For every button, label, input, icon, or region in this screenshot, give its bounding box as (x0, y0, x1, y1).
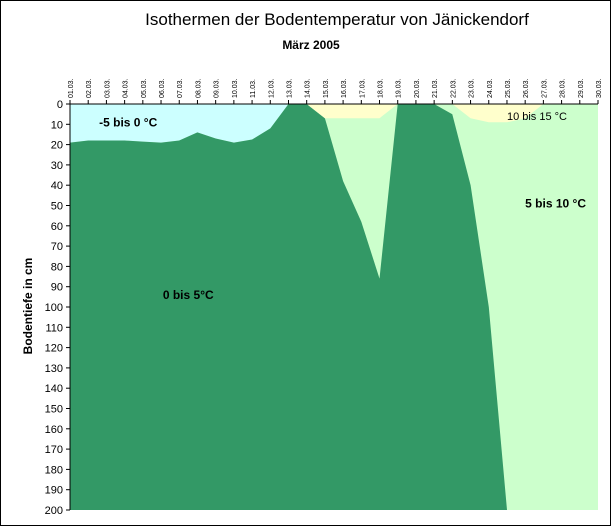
x-tick-label: 02.03. (86, 78, 93, 98)
region-label: -5 bis 0 °C (99, 115, 157, 129)
y-tick-label: 190 (45, 485, 63, 497)
y-tick-label: 200 (45, 505, 63, 517)
y-axis-label: Bodentiefe in cm (21, 258, 35, 355)
x-tick-label: 19.03. (396, 78, 403, 98)
y-tick-label: 40 (51, 180, 63, 192)
x-tick-label: 01.03. (68, 78, 75, 98)
series-area-0 (70, 104, 289, 143)
y-tick-label: 130 (45, 363, 63, 375)
x-tick-label: 18.03. (378, 78, 385, 98)
y-tick-label: 90 (51, 282, 63, 294)
x-tick-label: 30.03. (596, 78, 603, 98)
x-tick-label: 10.03. (232, 78, 239, 98)
series-area-3 (452, 104, 544, 123)
x-tick-label: 25.03. (505, 78, 512, 98)
y-tick-label: 70 (51, 241, 63, 253)
y-tick-label: 50 (51, 201, 63, 213)
x-tick-label: 23.03. (469, 78, 476, 98)
series-area-1 (70, 104, 507, 510)
chart-title: Isothermen der Bodentemperatur von Jänic… (145, 10, 529, 29)
region-label: 0 bis 5°C (163, 288, 214, 302)
axes: 0 10 20 30 40 50 60 70 80 90 100 110 120 130 140 150 160… (45, 78, 603, 517)
x-tick-label: 09.03. (214, 78, 221, 98)
y-tick-label: 140 (45, 383, 63, 395)
x-tick-label: 08.03. (195, 78, 202, 98)
y-tick-label: 100 (45, 302, 63, 314)
x-tick-label: 20.03. (414, 78, 421, 98)
x-tick-label: 16.03. (341, 78, 348, 98)
x-tick-label: 06.03. (159, 78, 166, 98)
x-tick-label: 05.03. (141, 78, 148, 98)
x-tick-label: 07.03. (177, 78, 184, 98)
y-tick-label: 10 (51, 119, 63, 131)
series-area-2 (306, 104, 398, 119)
x-tick-label: 22.03. (450, 78, 457, 98)
x-tick-label: 29.03. (578, 78, 585, 98)
x-tick-label: 13.03. (286, 78, 293, 98)
y-tick-label: 150 (45, 404, 63, 416)
x-tick-label: 17.03. (359, 78, 366, 98)
y-tick-label: 80 (51, 261, 63, 273)
x-tick-label: 26.03. (523, 78, 530, 98)
region-labels: -5 bis 0 °C 0 bis 5°C 5 bis 10 °C 10 bis 15… (99, 111, 586, 302)
x-tick-label: 24.03. (487, 78, 494, 98)
y-tick-label: 110 (45, 322, 63, 334)
region-label: 5 bis 10 °C (525, 196, 586, 210)
x-tick-label: 21.03. (432, 78, 439, 98)
x-tick-label: 11.03. (250, 79, 257, 98)
y-tick-label: 20 (51, 140, 63, 152)
y-tick-label: 170 (45, 444, 63, 456)
y-tick-label: 180 (45, 464, 63, 476)
y-tick-label: 0 (57, 99, 63, 111)
x-tick-label: 03.03. (104, 78, 111, 98)
x-tick-label: 04.03. (123, 78, 130, 98)
x-tick-label: 15.03. (323, 78, 330, 98)
x-tick-label: 28.03. (560, 78, 567, 98)
region-label: 10 bis 15 °C (507, 111, 567, 123)
plot-area (70, 104, 598, 510)
y-tick-label: 60 (51, 221, 63, 233)
chart-subtitle: März 2005 (282, 38, 340, 52)
x-tick-label: 12.03. (268, 78, 275, 98)
y-tick-label: 120 (45, 343, 63, 355)
x-tick-label: 14.03. (305, 78, 312, 98)
y-tick-label: 160 (45, 424, 63, 436)
y-tick-label: 30 (51, 160, 63, 172)
x-tick-label: 27.03. (541, 78, 548, 98)
